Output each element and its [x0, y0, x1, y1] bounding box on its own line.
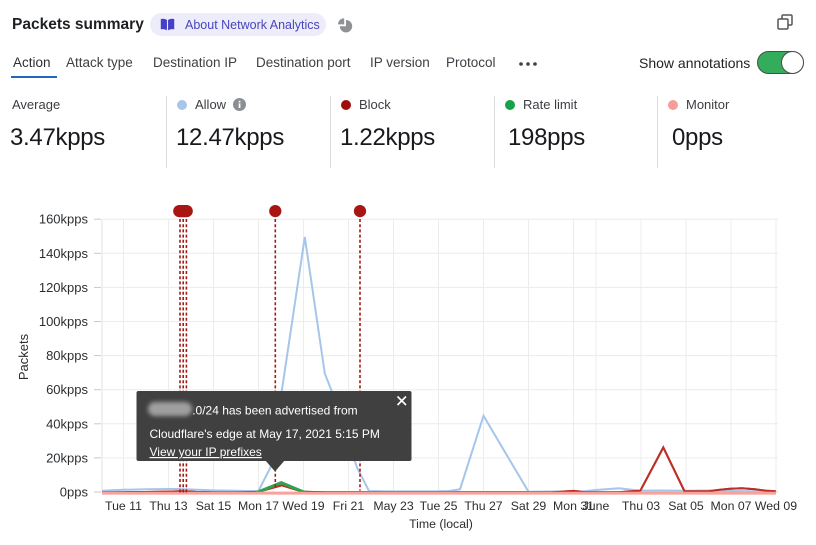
- svg-text:Wed 19: Wed 19: [282, 499, 324, 513]
- svg-text:Thu 13: Thu 13: [149, 499, 187, 513]
- svg-text:View your IP prefixes: View your IP prefixes: [150, 445, 262, 459]
- svg-text:Tue 11: Tue 11: [105, 499, 142, 513]
- svg-text:60kpps: 60kpps: [46, 382, 88, 397]
- svg-text:120kpps: 120kpps: [39, 280, 89, 295]
- svg-text:140kpps: 140kpps: [39, 246, 89, 261]
- svg-text:0pps: 0pps: [60, 485, 89, 500]
- svg-text:20kpps: 20kpps: [46, 450, 88, 465]
- svg-text:Fri 21: Fri 21: [333, 499, 365, 513]
- svg-text:Mon 31: Mon 31: [553, 499, 594, 513]
- svg-text:June: June: [583, 499, 610, 513]
- svg-text:160kpps: 160kpps: [39, 212, 89, 227]
- svg-text:40kpps: 40kpps: [46, 416, 88, 431]
- svg-text:Thu 27: Thu 27: [464, 499, 502, 513]
- svg-text:May 23: May 23: [373, 499, 413, 513]
- svg-text:Mon 17: Mon 17: [238, 499, 279, 513]
- svg-text:100kpps: 100kpps: [39, 314, 89, 329]
- svg-text:.0/24 has been advertised from: .0/24 has been advertised from: [192, 404, 357, 418]
- svg-text:Sat 29: Sat 29: [511, 499, 547, 513]
- svg-text:Sat 05: Sat 05: [668, 499, 704, 513]
- svg-text:Tue 25: Tue 25: [420, 499, 458, 513]
- svg-text:80kpps: 80kpps: [46, 348, 88, 363]
- svg-text:Thu 03: Thu 03: [622, 499, 660, 513]
- svg-text:Wed 09: Wed 09: [755, 499, 797, 513]
- svg-text:Cloudflare's edge at May 17, 2: Cloudflare's edge at May 17, 2021 5:15 P…: [150, 427, 380, 441]
- svg-text:Time (local): Time (local): [409, 517, 473, 531]
- svg-text:Sat 15: Sat 15: [196, 499, 232, 513]
- svg-text:Packets: Packets: [16, 333, 31, 380]
- svg-text:Mon 07: Mon 07: [710, 499, 751, 513]
